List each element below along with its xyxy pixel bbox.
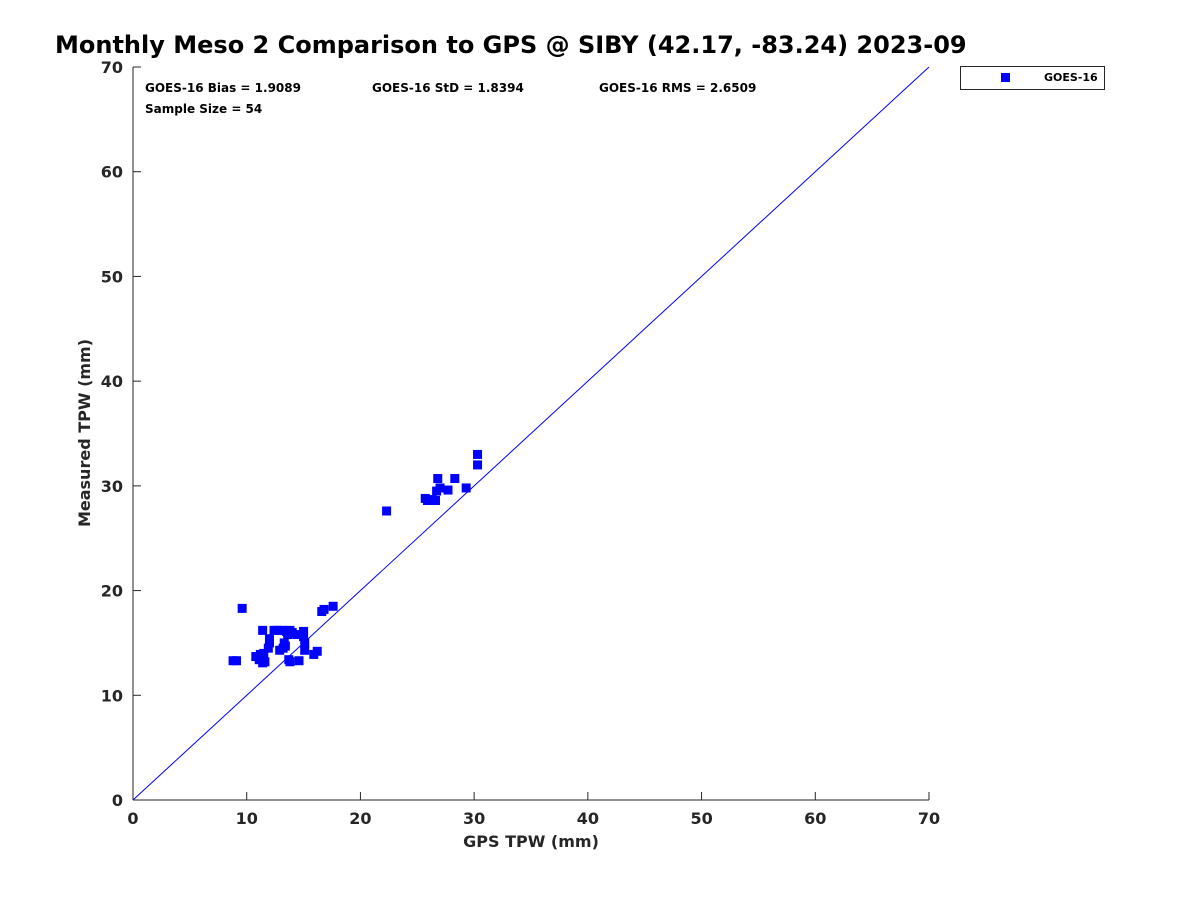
data-point <box>285 657 295 667</box>
y-tick-label: 0 <box>112 791 123 810</box>
rms-stat: GOES-16 RMS = 2.6509 <box>599 81 756 95</box>
data-point <box>260 657 270 667</box>
data-point <box>328 601 338 611</box>
data-point <box>435 483 445 493</box>
data-point <box>319 604 329 614</box>
legend: GOES-16 <box>960 66 1105 90</box>
legend-box <box>960 66 1105 90</box>
sample-size-stat: Sample Size = 54 <box>145 102 262 116</box>
data-point <box>382 506 392 516</box>
data-point <box>272 625 282 635</box>
data-point <box>280 641 290 651</box>
x-tick-label: 40 <box>577 809 599 828</box>
x-tick-label: 20 <box>349 809 371 828</box>
axes: 0 10 20 30 40 50 60 70 0 10 20 30 40 50 60 70 <box>101 58 940 828</box>
y-tick-label: 40 <box>101 372 123 391</box>
y-axis-label: Measured TPW (mm) <box>75 339 94 527</box>
std-stat: GOES-16 StD = 1.8394 <box>372 81 524 95</box>
data-point <box>263 643 273 653</box>
x-tick-label: 70 <box>918 809 940 828</box>
data-point <box>473 460 483 470</box>
data-point <box>473 449 483 459</box>
data-point <box>264 634 274 644</box>
data-point <box>299 626 309 636</box>
data-point <box>443 485 453 495</box>
data-point <box>237 603 247 613</box>
x-tick-label: 30 <box>463 809 485 828</box>
data-point <box>450 474 460 484</box>
y-tick-label: 50 <box>101 267 123 286</box>
y-tick-label: 70 <box>101 58 123 77</box>
y-tick-label: 10 <box>101 686 123 705</box>
data-point <box>423 496 433 506</box>
x-tick-label: 50 <box>690 809 712 828</box>
bias-stat: GOES-16 Bias = 1.9089 <box>145 81 301 95</box>
data-point <box>259 648 269 658</box>
x-tick-label: 0 <box>127 809 138 828</box>
y-tick-label: 30 <box>101 477 123 496</box>
x-axis-label: GPS TPW (mm) <box>463 832 599 851</box>
y-tick-label: 60 <box>101 163 123 182</box>
legend-marker-goes16 <box>1001 73 1010 82</box>
y-tick-label: 20 <box>101 582 123 601</box>
data-point <box>312 646 322 656</box>
data-point <box>300 638 310 648</box>
data-point <box>294 656 304 666</box>
x-tick-label: 60 <box>804 809 826 828</box>
data-point <box>433 474 443 484</box>
data-point <box>292 630 302 640</box>
data-point <box>430 496 440 506</box>
plot-area <box>132 66 930 801</box>
data-point <box>300 645 310 655</box>
data-point <box>287 627 297 637</box>
data-point <box>461 483 471 493</box>
data-point <box>299 632 309 642</box>
legend-label-goes16: GOES-16 <box>1044 71 1098 84</box>
data-point <box>277 625 287 635</box>
x-tick-label: 10 <box>236 809 258 828</box>
chart-title: Monthly Meso 2 Comparison to GPS @ SIBY … <box>55 31 967 59</box>
data-point <box>258 625 268 635</box>
data-point <box>231 656 241 666</box>
one-to-one-line <box>132 66 930 801</box>
